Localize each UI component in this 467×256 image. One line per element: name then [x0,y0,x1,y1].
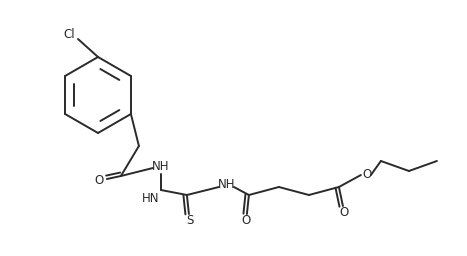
Text: NH: NH [152,159,170,173]
Text: Cl: Cl [63,28,75,41]
Text: HN: HN [142,193,160,206]
Text: S: S [186,215,194,228]
Text: O: O [94,175,104,187]
Text: NH: NH [218,178,236,191]
Text: O: O [340,207,348,219]
Text: O: O [241,215,250,228]
Text: O: O [362,167,372,180]
